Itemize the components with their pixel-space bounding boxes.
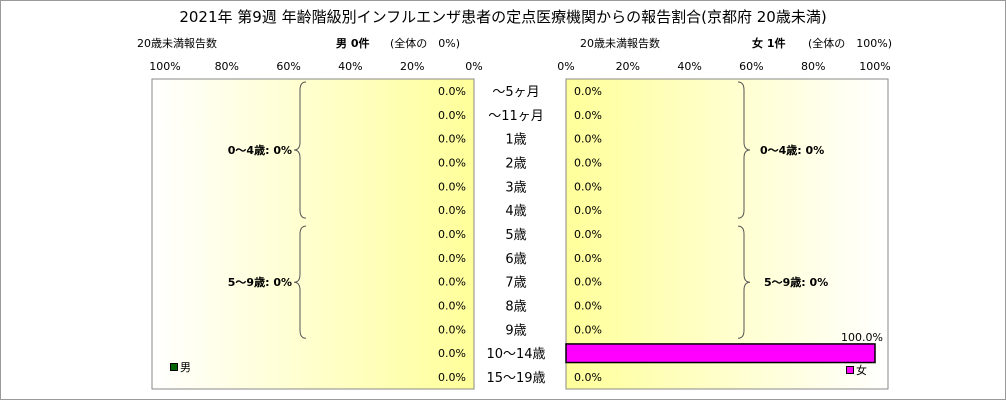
chart-title: 2021年 第9週 年齢階級別インフルエンザ患者の定点医療機関からの報告割合(京… [179,8,827,26]
right-plot-area [565,78,889,390]
left-legend: 男 [170,359,191,375]
right-group-label-0-4: 0〜4歳: 0% [760,143,824,157]
left-group-label-0-4: 0〜4歳: 0% [228,143,292,157]
left-count-label: 20歳未満報告数 [137,37,217,50]
age-category-label: 15〜19歳 [486,371,545,386]
left-group-label-5-9: 5〜9歳: 0% [228,275,292,289]
left-brace-0-4 [293,81,307,219]
right-brace-0-4 [737,81,751,219]
age-category-label: 8歳 [505,300,526,315]
right-group-label-5-9: 5〜9歳: 0% [764,275,828,289]
age-category-label: 9歳 [505,323,526,338]
age-category-label: 7歳 [505,276,526,291]
left-x-tick: 0% [465,60,482,73]
male-value-label: 0.0% [438,300,466,313]
left-brace-5-9 [293,225,307,339]
right-x-tick: 60% [739,60,763,73]
age-category-label: 4歳 [505,204,526,219]
right-sex-total: 女 1件 [752,37,786,50]
male-value-label: 0.0% [438,228,466,241]
female-value-label: 0.0% [574,180,602,193]
male-value-label: 0.0% [438,156,466,169]
left-x-tick: 80% [215,60,239,73]
female-value-label: 0.0% [574,300,602,313]
left-x-tick: 20% [400,60,424,73]
female-value-label: 0.0% [574,371,602,384]
left-x-tick: 100% [149,60,180,73]
female-value-label: 0.0% [574,133,602,146]
male-value-label: 0.0% [438,371,466,384]
age-category-label: 5歳 [505,228,526,243]
right-x-tick: 40% [677,60,701,73]
female-value-label: 0.0% [574,204,602,217]
left-legend-swatch [170,363,178,371]
right-share-label: (全体の 100%) [808,37,893,50]
male-value-label: 0.0% [438,347,466,360]
left-plot-area [151,78,475,390]
left-sex-total: 男 0件 [336,37,370,50]
male-value-label: 0.0% [438,323,466,336]
right-legend: 女 [846,362,867,378]
female-bar [565,343,876,364]
right-count-label: 20歳未満報告数 [580,37,660,50]
female-value-label: 0.0% [574,85,602,98]
left-share-label: (全体の 0%) [390,37,461,50]
left-x-tick: 60% [276,60,300,73]
right-x-tick: 100% [859,60,890,73]
male-value-label: 0.0% [438,204,466,217]
age-category-label: 1歳 [505,133,526,148]
male-value-label: 0.0% [438,180,466,193]
male-value-label: 0.0% [438,133,466,146]
right-legend-label: 女 [856,364,867,377]
right-legend-swatch [846,366,854,374]
male-value-label: 0.0% [438,252,466,265]
age-category-label: 3歳 [505,180,526,195]
left-legend-label: 男 [180,361,191,374]
female-value-label: 0.0% [574,276,602,289]
male-value-label: 0.0% [438,85,466,98]
right-x-tick: 0% [557,60,574,73]
age-category-label: 2歳 [505,156,526,171]
right-brace-5-9 [737,225,751,339]
female-value-label: 0.0% [574,109,602,122]
right-x-tick: 20% [616,60,640,73]
female-value-label: 0.0% [574,228,602,241]
age-category-label: 〜11ヶ月 [488,109,544,124]
female-value-label: 0.0% [574,156,602,169]
age-category-label: 6歳 [505,252,526,267]
female-value-label: 0.0% [574,323,602,336]
age-category-label: 〜5ヶ月 [492,85,539,100]
female-value-label: 100.0% [841,331,883,344]
male-value-label: 0.0% [438,276,466,289]
male-value-label: 0.0% [438,109,466,122]
female-value-label: 0.0% [574,252,602,265]
age-category-label: 10〜14歳 [486,347,545,362]
left-x-tick: 40% [338,60,362,73]
right-x-tick: 80% [801,60,825,73]
